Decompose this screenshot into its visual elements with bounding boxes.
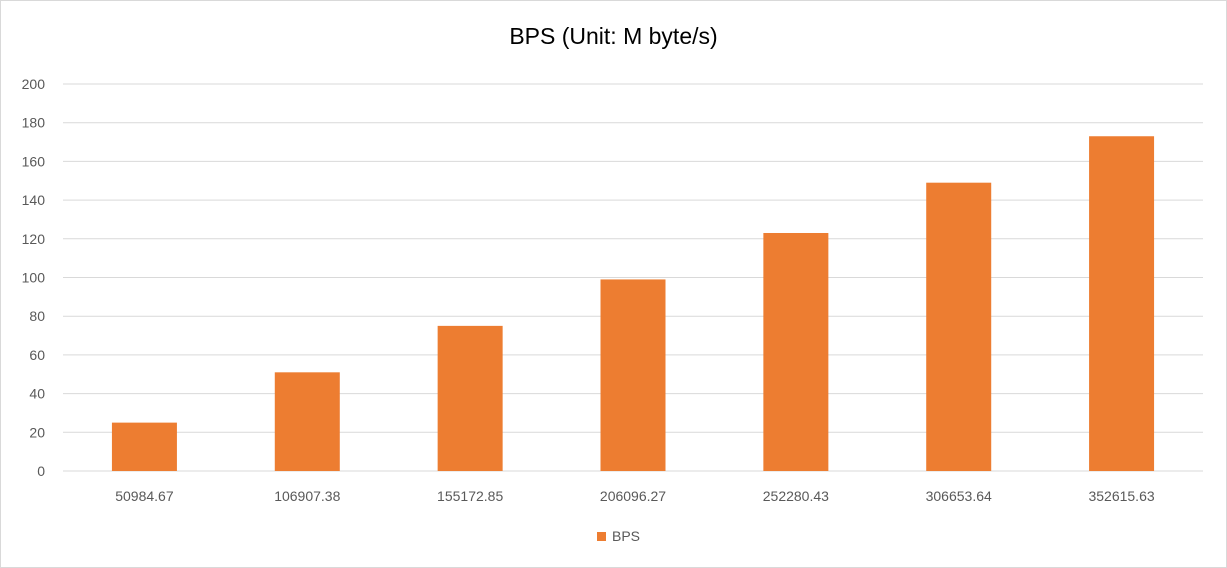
bar-155172.85 [437, 325, 503, 471]
y-tick-label-100: 100 [22, 270, 46, 286]
legend-swatch-bps [597, 531, 606, 541]
bar-106907.38 [274, 372, 340, 471]
legend: BPS [597, 528, 640, 544]
x-tick-label-252280.43: 252280.43 [763, 488, 829, 504]
bar-252280.43 [763, 232, 829, 471]
y-tick-label-120: 120 [22, 231, 46, 247]
x-tick-label-306653.64: 306653.64 [926, 488, 992, 504]
bar-352615.63 [1089, 136, 1155, 471]
x-tick-label-352615.63: 352615.63 [1088, 488, 1154, 504]
x-tick-label-106907.38: 106907.38 [274, 488, 340, 504]
legend-label-bps: BPS [612, 528, 641, 544]
bar-306653.64 [926, 182, 992, 471]
x-tick-label-206096.27: 206096.27 [600, 488, 666, 504]
x-tick-label-155172.85: 155172.85 [437, 488, 503, 504]
y-tick-label-80: 80 [29, 308, 45, 324]
y-tick-label-40: 40 [29, 386, 45, 402]
y-tick-label-200: 200 [22, 76, 46, 92]
y-tick-label-60: 60 [29, 347, 45, 363]
chart-title: BPS (Unit: M byte/s) [509, 23, 718, 49]
bar-50984.67 [111, 422, 177, 471]
x-tick-label-50984.67: 50984.67 [115, 488, 174, 504]
y-tick-label-160: 160 [22, 153, 46, 169]
y-tick-label-140: 140 [22, 192, 46, 208]
y-tick-label-0: 0 [37, 463, 45, 479]
y-tick-label-180: 180 [22, 115, 46, 131]
bar-206096.27 [600, 279, 666, 471]
y-tick-label-20: 20 [29, 424, 45, 440]
